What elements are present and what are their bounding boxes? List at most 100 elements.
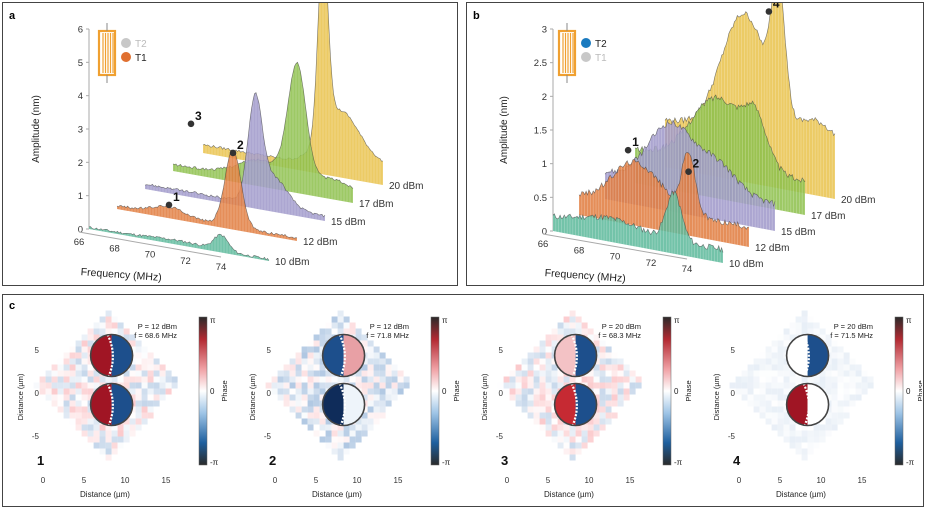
phase-pixel: [355, 430, 362, 437]
phase-pixel: [283, 370, 290, 377]
phase-pixel: [361, 364, 368, 371]
phase-pixel: [337, 322, 344, 329]
phase-pixel: [759, 394, 766, 401]
y-tick-label: 1: [542, 159, 547, 170]
phase-pixel: [63, 358, 70, 365]
disc: [321, 382, 366, 427]
phase-pixel: [533, 364, 540, 371]
phase-pixel: [581, 322, 588, 329]
phase-pixel: [753, 376, 760, 383]
phase-pixel: [527, 388, 534, 395]
phase-pixel: [93, 418, 100, 425]
phase-pixel: [153, 358, 160, 365]
phase-pixel: [837, 412, 844, 419]
phase-pixel: [355, 328, 362, 335]
phase-pixel: [771, 358, 778, 365]
phase-pixel: [753, 364, 760, 371]
phase-pixel: [795, 442, 802, 449]
phase-pixel: [325, 382, 332, 389]
phase-pixel: [349, 322, 356, 329]
phase-pixel: [159, 364, 166, 371]
phase-pixel: [807, 322, 814, 329]
phase-pixel: [159, 376, 166, 383]
phase-pixel: [63, 394, 70, 401]
phase-pixel: [747, 376, 754, 383]
phase-pixel: [289, 376, 296, 383]
disc-half: [111, 334, 133, 377]
phase-pixel: [837, 418, 844, 425]
phase-pixel: [391, 364, 398, 371]
x-tick-label: 15: [626, 476, 635, 485]
phase-pixel: [801, 454, 808, 461]
phase-pixel: [569, 310, 576, 317]
vortex-boundary: [106, 334, 114, 377]
phase-pixel: [611, 394, 618, 401]
phase-pixel: [373, 382, 380, 389]
phase-pixel: [587, 382, 594, 389]
phase-pixel: [301, 358, 308, 365]
phase-pixel: [337, 328, 344, 335]
phase-pixel: [289, 388, 296, 395]
phase-pixel: [331, 424, 338, 431]
phase-pixel: [111, 328, 118, 335]
series-label: 12 dBm: [755, 243, 789, 254]
series-line: [578, 152, 750, 230]
phase-pixel: [105, 430, 112, 437]
phase-pixel: [605, 418, 612, 425]
phase-pixel: [545, 376, 552, 383]
phase-pixel: [63, 400, 70, 407]
phase-pixel: [867, 376, 874, 383]
phase-pixel: [539, 370, 546, 377]
phase-pixel: [81, 358, 88, 365]
phase-pixel: [551, 370, 558, 377]
colorbar-tick: π: [210, 316, 216, 325]
phase-pixel: [533, 388, 540, 395]
x-tick-label: 10: [121, 476, 130, 485]
phase-pixel: [861, 376, 868, 383]
phase-pixel: [789, 382, 796, 389]
y-axis-label: Distance (µm): [712, 373, 721, 420]
phase-pixel: [539, 406, 546, 413]
phase-pixel: [313, 346, 320, 353]
phase-pixel: [539, 346, 546, 353]
disc-half: [343, 334, 365, 377]
phase-pixel: [533, 346, 540, 353]
phase-pixel: [301, 364, 308, 371]
disc-outline: [89, 333, 134, 378]
phase-pixel: [783, 382, 790, 389]
phase-pixel: [605, 400, 612, 407]
phase-pixel: [141, 370, 148, 377]
phase-pixel: [843, 406, 850, 413]
disc-outline: [321, 333, 366, 378]
disc-half: [111, 383, 133, 426]
phase-pixel: [367, 364, 374, 371]
phase-pixel: [75, 388, 82, 395]
phase-pixel: [843, 382, 850, 389]
x-tick-label: 0: [505, 476, 510, 485]
phase-pixel: [509, 370, 516, 377]
phase-pixel: [801, 322, 808, 329]
x-axis-label: Distance (µm): [544, 490, 594, 499]
phase-pixel: [765, 358, 772, 365]
phase-pixel: [379, 400, 386, 407]
phase-pixel: [551, 328, 558, 335]
phase-pixel: [617, 364, 624, 371]
phase-pixel: [111, 376, 118, 383]
phase-pixel: [819, 430, 826, 437]
phase-pixel: [831, 352, 838, 359]
phase-pixel: [575, 424, 582, 431]
phase-pixel: [307, 424, 314, 431]
phase-pixel: [45, 370, 52, 377]
phase-pixel: [831, 400, 838, 407]
phase-pixel: [759, 400, 766, 407]
phase-pixel: [599, 406, 606, 413]
phase-pixel: [325, 322, 332, 329]
phase-pixel: [569, 322, 576, 329]
disc-outline: [321, 382, 366, 427]
phase-pixel: [99, 328, 106, 335]
phase-pixel: [307, 382, 314, 389]
phase-pixel: [367, 394, 374, 401]
disc-half: [90, 383, 112, 426]
phase-pixel: [319, 388, 326, 395]
